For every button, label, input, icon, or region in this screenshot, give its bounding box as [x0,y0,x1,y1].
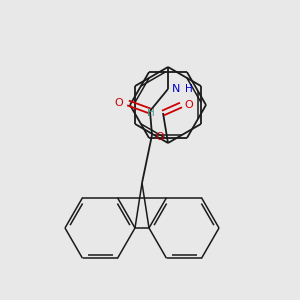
Text: N: N [172,84,180,94]
Text: O: O [184,100,194,110]
Text: O: O [156,132,164,142]
Text: O: O [115,98,123,108]
Text: H: H [147,108,155,118]
Text: H: H [185,84,193,94]
